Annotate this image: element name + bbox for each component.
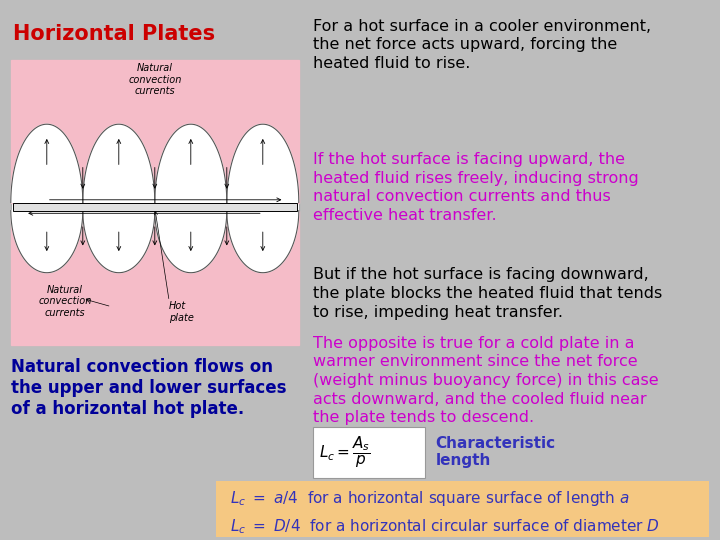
Polygon shape	[155, 211, 227, 273]
Bar	[11, 60, 299, 345]
Polygon shape	[83, 211, 155, 273]
Polygon shape	[155, 124, 227, 202]
Text: Natural
convection
currents: Natural convection currents	[38, 285, 91, 318]
Polygon shape	[11, 211, 83, 273]
Text: Horizontal Plates: Horizontal Plates	[13, 24, 215, 44]
Text: For a hot surface in a cooler environment,
the net force acts upward, forcing th: For a hot surface in a cooler environmen…	[313, 19, 652, 71]
Polygon shape	[11, 211, 299, 345]
Text: Natural
convection
currents: Natural convection currents	[128, 63, 181, 96]
Text: The opposite is true for a cold plate in a
warmer environment since the net forc: The opposite is true for a cold plate in…	[313, 336, 659, 426]
Polygon shape	[11, 124, 83, 202]
Text: But if the hot surface is facing downward,
the plate blocks the heated fluid tha: But if the hot surface is facing downwar…	[313, 267, 662, 320]
Polygon shape	[227, 124, 299, 202]
Polygon shape	[11, 60, 299, 202]
Text: $\mathit{L_c}$ $=$ $\mathit{a}$$/$$4$  for a horizontal square surface of length: $\mathit{L_c}$ $=$ $\mathit{a}$$/$$4$ fo…	[230, 489, 630, 508]
Bar	[313, 427, 425, 478]
Text: Characteristic
length: Characteristic length	[436, 436, 556, 468]
Text: $\mathit{L_c}$ $=$ $\mathit{D}$$/$$4$  for a horizontal circular surface of diam: $\mathit{L_c}$ $=$ $\mathit{D}$$/$$4$ fo…	[230, 517, 660, 536]
Bar	[216, 481, 709, 537]
Bar	[13, 202, 297, 211]
Text: Natural convection flows on
the upper and lower surfaces
of a horizontal hot pla: Natural convection flows on the upper an…	[11, 358, 287, 417]
Polygon shape	[83, 124, 155, 202]
Text: If the hot surface is facing upward, the
heated fluid rises freely, inducing str: If the hot surface is facing upward, the…	[313, 152, 639, 223]
Text: Hot
plate: Hot plate	[169, 301, 194, 323]
Text: $L_c = \dfrac{A_s}{p}$: $L_c = \dfrac{A_s}{p}$	[319, 435, 371, 470]
Polygon shape	[227, 211, 299, 273]
